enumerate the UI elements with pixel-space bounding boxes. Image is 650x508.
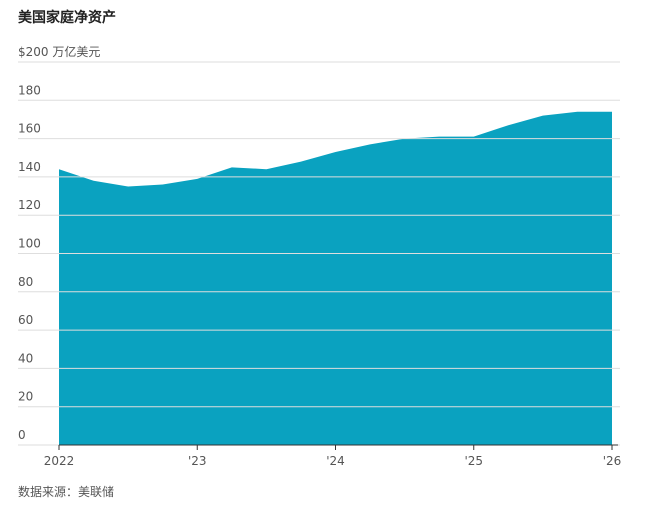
y-tick-label: 0 bbox=[18, 428, 26, 442]
y-tick-label: 140 bbox=[18, 160, 41, 174]
y-tick-label: $200 万亿美元 bbox=[18, 44, 100, 59]
x-tick-label: '25 bbox=[464, 454, 483, 468]
y-tick-label: 80 bbox=[18, 275, 33, 289]
chart-title: 美国家庭净资产 bbox=[18, 9, 116, 26]
y-tick-label: 20 bbox=[18, 390, 33, 404]
x-tick-label: '26 bbox=[603, 454, 622, 468]
area bbox=[59, 111, 612, 445]
x-tick-label: '24 bbox=[326, 454, 345, 468]
source-note: 数据来源：美联储 bbox=[18, 484, 114, 499]
y-tick-label: 60 bbox=[18, 313, 33, 327]
x-tick-label: 2022 bbox=[44, 454, 75, 468]
y-tick-label: 160 bbox=[18, 122, 41, 136]
y-tick-label: 120 bbox=[18, 198, 41, 212]
y-tick-label: 100 bbox=[18, 237, 41, 251]
y-tick-label: 40 bbox=[18, 351, 33, 365]
y-tick-label: 180 bbox=[18, 83, 41, 97]
x-tick-label: '23 bbox=[188, 454, 207, 468]
